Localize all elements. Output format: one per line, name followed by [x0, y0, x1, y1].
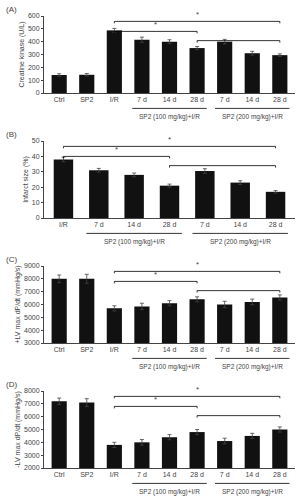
svg-text:Creatine kinase (U/L): Creatine kinase (U/L) [18, 21, 26, 87]
svg-text:7 d: 7 d [137, 346, 147, 353]
svg-text:7 d: 7 d [220, 96, 230, 103]
svg-text:I/R: I/R [110, 471, 119, 478]
svg-text:28 d: 28 d [273, 96, 287, 103]
svg-text:28 d: 28 d [269, 221, 283, 228]
svg-text:*: * [196, 260, 199, 269]
svg-text:SP2: SP2 [80, 96, 93, 103]
svg-text:6000: 6000 [24, 301, 40, 308]
svg-text:7 d: 7 d [94, 221, 104, 228]
svg-text:2000: 2000 [24, 464, 40, 471]
svg-text:28 d: 28 d [273, 346, 287, 353]
svg-text:28 d: 28 d [163, 221, 177, 228]
svg-text:SP2 (200 mg/kg)+I/R: SP2 (200 mg/kg)+I/R [210, 238, 271, 246]
svg-text:14 d: 14 d [163, 346, 177, 353]
svg-text:14 d: 14 d [163, 96, 177, 103]
svg-text:SP2 (100 mg/kg)+I/R: SP2 (100 mg/kg)+I/R [139, 113, 200, 121]
svg-text:0: 0 [36, 89, 40, 96]
svg-text:14 d: 14 d [163, 471, 177, 478]
svg-text:I/R: I/R [59, 221, 68, 228]
svg-text:500: 500 [28, 25, 40, 32]
svg-text:600: 600 [28, 12, 40, 19]
svg-text:7 d: 7 d [137, 471, 147, 478]
svg-text:14 d: 14 d [245, 346, 259, 353]
svg-text:7000: 7000 [24, 400, 40, 407]
svg-text:I/R: I/R [110, 346, 119, 353]
svg-text:*: * [196, 385, 199, 394]
svg-text:I/R: I/R [110, 96, 119, 103]
svg-text:*: * [154, 20, 157, 29]
svg-text:7 d: 7 d [137, 96, 147, 103]
svg-text:30: 30 [32, 168, 40, 175]
svg-text:*: * [115, 145, 118, 154]
svg-text:SP2 (100 mg/kg)+I/R: SP2 (100 mg/kg)+I/R [139, 363, 200, 371]
svg-text:7 d: 7 d [220, 471, 230, 478]
svg-text:7000: 7000 [24, 288, 40, 295]
svg-text:5000: 5000 [24, 426, 40, 433]
svg-text:14 d: 14 d [127, 221, 141, 228]
svg-text:40: 40 [32, 153, 40, 160]
svg-text:SP2 (200 mg/kg)+I/R: SP2 (200 mg/kg)+I/R [222, 113, 283, 121]
svg-text:14 d: 14 d [245, 471, 259, 478]
svg-text:-LV max dP/dt (mmHg/s): -LV max dP/dt (mmHg/s) [14, 391, 22, 468]
svg-text:200: 200 [28, 64, 40, 71]
svg-text:6000: 6000 [24, 413, 40, 420]
svg-text:+LV max dP/dt (mmHg/s): +LV max dP/dt (mmHg/s) [14, 265, 22, 343]
svg-text:14 d: 14 d [245, 96, 259, 103]
svg-text:(C): (C) [6, 255, 17, 264]
svg-text:*: * [154, 395, 157, 404]
svg-text:100: 100 [28, 77, 40, 84]
svg-text:Ctrl: Ctrl [54, 96, 65, 103]
svg-text:4000: 4000 [24, 327, 40, 334]
svg-text:8000: 8000 [24, 275, 40, 282]
svg-text:20: 20 [32, 184, 40, 191]
svg-text:Ctrl: Ctrl [54, 471, 65, 478]
svg-text:*: * [196, 10, 199, 19]
svg-text:8000: 8000 [24, 387, 40, 394]
svg-text:0: 0 [36, 214, 40, 221]
svg-text:28 d: 28 d [190, 96, 204, 103]
svg-text:3000: 3000 [24, 339, 40, 346]
svg-text:(B): (B) [6, 130, 17, 139]
svg-text:SP2: SP2 [80, 471, 93, 478]
svg-text:400: 400 [28, 38, 40, 45]
svg-text:(A): (A) [6, 5, 17, 14]
svg-text:300: 300 [28, 51, 40, 58]
svg-text:9000: 9000 [24, 262, 40, 269]
svg-text:SP2 (200 mg/kg)+I/R: SP2 (200 mg/kg)+I/R [222, 363, 283, 371]
svg-text:SP2 (100 mg/kg)+I/R: SP2 (100 mg/kg)+I/R [104, 238, 165, 246]
svg-text:*: * [168, 135, 171, 144]
svg-text:5000: 5000 [24, 314, 40, 321]
svg-text:50: 50 [32, 137, 40, 144]
svg-text:28 d: 28 d [190, 471, 204, 478]
svg-text:Infarct size (%): Infarct size (%) [22, 156, 30, 203]
svg-text:Ctrl: Ctrl [54, 346, 65, 353]
svg-text:10: 10 [32, 199, 40, 206]
svg-text:7 d: 7 d [220, 346, 230, 353]
svg-text:14 d: 14 d [233, 221, 247, 228]
svg-text:(D): (D) [6, 380, 17, 389]
svg-text:28 d: 28 d [273, 471, 287, 478]
svg-text:7 d: 7 d [200, 221, 210, 228]
svg-text:SP2 (100 mg/kg)+I/R: SP2 (100 mg/kg)+I/R [139, 488, 200, 496]
svg-text:SP2 (200 mg/kg)+I/R: SP2 (200 mg/kg)+I/R [222, 488, 283, 496]
svg-text:*: * [154, 270, 157, 279]
svg-text:SP2: SP2 [80, 346, 93, 353]
svg-text:28 d: 28 d [190, 346, 204, 353]
svg-text:3000: 3000 [24, 452, 40, 459]
svg-text:4000: 4000 [24, 439, 40, 446]
